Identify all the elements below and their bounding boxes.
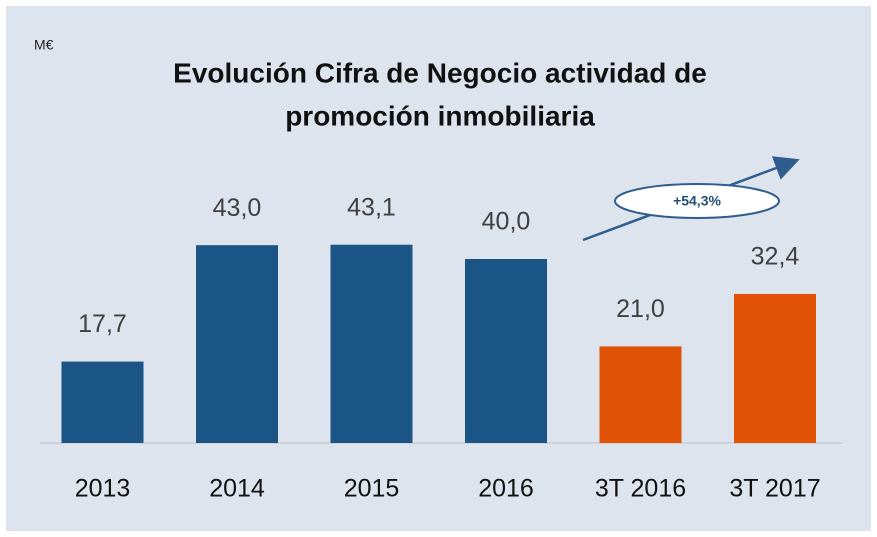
annotation-bubble [614, 183, 780, 219]
unit-label: M€ [34, 37, 54, 53]
value-label: 43,1 [347, 193, 396, 221]
bar [465, 259, 547, 443]
value-label: 32,4 [751, 243, 800, 271]
x-tick-label: 2016 [478, 475, 534, 503]
bar [599, 346, 682, 443]
chart-title: promoción inmobiliaria [285, 100, 595, 131]
x-tick-label: 2014 [209, 475, 265, 503]
value-label: 17,7 [78, 310, 127, 338]
value-label: 21,0 [616, 295, 665, 323]
value-label: 43,0 [213, 194, 262, 222]
x-tick-label: 3T 2016 [595, 475, 686, 503]
annotation: +54,3% [673, 193, 721, 209]
bar [196, 245, 278, 443]
bar [734, 293, 816, 443]
bar [330, 244, 413, 443]
chart-title: Evolución Cifra de Negocio actividad de [173, 57, 707, 88]
value-label: 40,0 [482, 208, 531, 236]
x-tick-label: 3T 2017 [729, 475, 820, 503]
x-tick-label: 2013 [75, 475, 131, 503]
x-tick-label: 2015 [344, 475, 400, 503]
bar [61, 361, 144, 443]
